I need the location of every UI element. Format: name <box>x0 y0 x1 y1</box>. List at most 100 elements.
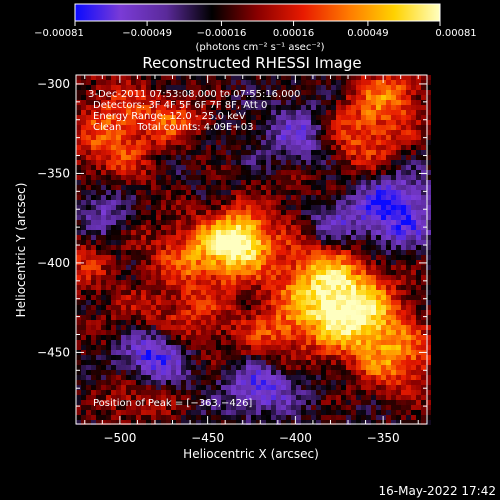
heatmap-cell <box>151 395 156 400</box>
heatmap-cell <box>146 420 151 425</box>
heatmap-cell <box>381 325 386 330</box>
heatmap-cell <box>161 200 166 205</box>
heatmap-cell <box>176 375 181 380</box>
heatmap-cell <box>406 125 411 130</box>
heatmap-cell <box>311 265 316 270</box>
heatmap-cell <box>276 135 281 140</box>
heatmap-cell <box>331 235 336 240</box>
heatmap-cell <box>316 315 321 320</box>
heatmap-cell <box>131 280 136 285</box>
heatmap-cell <box>381 175 386 180</box>
heatmap-cell <box>246 145 251 150</box>
heatmap-cell <box>126 230 131 235</box>
heatmap-cell <box>111 85 116 90</box>
heatmap-cell <box>191 305 196 310</box>
heatmap-cell <box>256 355 261 360</box>
heatmap-cell <box>296 230 301 235</box>
heatmap-cell <box>271 410 276 415</box>
heatmap-cell <box>371 385 376 390</box>
heatmap-cell <box>96 380 101 385</box>
heatmap-cell <box>361 370 366 375</box>
heatmap-cell <box>341 290 346 295</box>
heatmap-cell <box>321 100 326 105</box>
heatmap-cell <box>276 370 281 375</box>
heatmap-cell <box>196 245 201 250</box>
heatmap-cell <box>241 345 246 350</box>
heatmap-cell <box>266 365 271 370</box>
heatmap-cell <box>141 245 146 250</box>
heatmap-cell <box>231 95 236 100</box>
heatmap-cell <box>311 330 316 335</box>
heatmap-cell <box>151 275 156 280</box>
heatmap-cell <box>221 80 226 85</box>
heatmap-cell <box>201 295 206 300</box>
heatmap-cell <box>101 280 106 285</box>
heatmap-cell <box>211 385 216 390</box>
heatmap-cell <box>136 355 141 360</box>
heatmap-cell <box>286 310 291 315</box>
heatmap-cell <box>396 95 401 100</box>
heatmap-cell <box>106 195 111 200</box>
heatmap-cell <box>76 145 81 150</box>
heatmap-cell <box>76 335 81 340</box>
heatmap-cell <box>81 405 86 410</box>
heatmap-cell <box>176 380 181 385</box>
heatmap-cell <box>361 345 366 350</box>
heatmap-cell <box>211 320 216 325</box>
heatmap-cell <box>201 350 206 355</box>
heatmap-cell <box>391 360 396 365</box>
heatmap-cell <box>411 265 416 270</box>
heatmap-cell <box>306 360 311 365</box>
heatmap-cell <box>301 315 306 320</box>
heatmap-cell <box>146 295 151 300</box>
heatmap-cell <box>101 390 106 395</box>
heatmap-cell <box>341 120 346 125</box>
heatmap-cell <box>306 320 311 325</box>
heatmap-cell <box>211 350 216 355</box>
heatmap-cell <box>251 335 256 340</box>
heatmap-cell <box>121 420 126 425</box>
heatmap-cell <box>231 270 236 275</box>
heatmap-cell <box>266 285 271 290</box>
heatmap-cell <box>351 385 356 390</box>
heatmap-cell <box>326 360 331 365</box>
heatmap-cell <box>296 315 301 320</box>
heatmap-cell <box>296 255 301 260</box>
heatmap-cell <box>106 280 111 285</box>
heatmap-cell <box>81 150 86 155</box>
heatmap-cell <box>176 360 181 365</box>
heatmap-cell <box>231 345 236 350</box>
heatmap-cell <box>106 395 111 400</box>
heatmap-cell <box>421 405 426 410</box>
heatmap-cell <box>391 110 396 115</box>
heatmap-cell <box>326 110 331 115</box>
heatmap-cell <box>401 405 406 410</box>
heatmap-cell <box>336 300 341 305</box>
heatmap-cell <box>101 175 106 180</box>
heatmap-cell <box>96 310 101 315</box>
heatmap-cell <box>121 135 126 140</box>
heatmap-cell <box>141 275 146 280</box>
heatmap-cell <box>301 225 306 230</box>
heatmap-cell <box>356 270 361 275</box>
heatmap-cell <box>241 325 246 330</box>
heatmap-cell <box>106 335 111 340</box>
heatmap-cell <box>171 225 176 230</box>
heatmap-cell <box>271 225 276 230</box>
heatmap-cell <box>136 160 141 165</box>
heatmap-cell <box>331 145 336 150</box>
heatmap-cell <box>236 255 241 260</box>
heatmap-cell <box>281 395 286 400</box>
heatmap-cell <box>311 380 316 385</box>
heatmap-cell <box>186 155 191 160</box>
heatmap-cell <box>126 155 131 160</box>
heatmap-cell <box>241 395 246 400</box>
heatmap-cell <box>226 365 231 370</box>
heatmap-cell <box>131 145 136 150</box>
heatmap-cell <box>346 280 351 285</box>
heatmap-cell <box>316 275 321 280</box>
heatmap-cell <box>206 325 211 330</box>
heatmap-cell <box>366 155 371 160</box>
heatmap-cell <box>296 310 301 315</box>
heatmap-cell <box>111 105 116 110</box>
